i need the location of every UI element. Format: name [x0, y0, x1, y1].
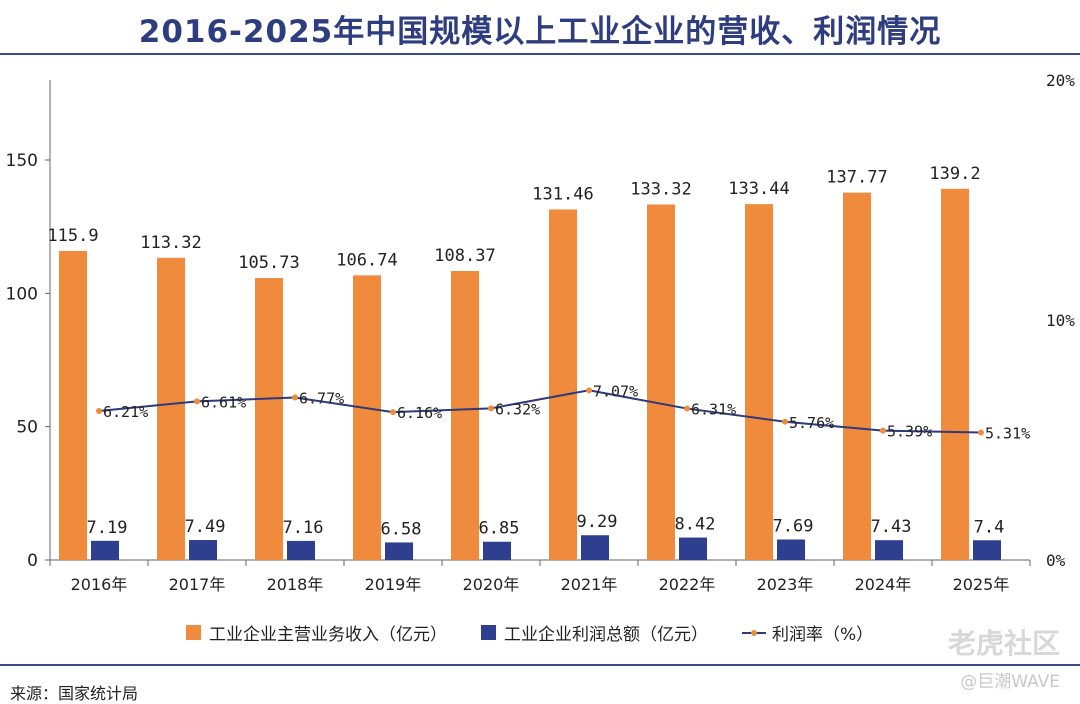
margin-point	[292, 394, 298, 401]
profit-bar	[875, 540, 903, 560]
chart-labels: 115.9 7.19 113.32 7.49 105.73 7.16 106.74 6.58 1…	[47, 164, 1030, 540]
margin-point	[96, 407, 102, 414]
y-left-tick-label: 50	[16, 418, 38, 438]
profit-data-label: 7.16	[283, 518, 324, 538]
margin-point	[978, 429, 984, 436]
source-note: 来源：国家统计局	[10, 684, 139, 703]
margin-data-label: 5.39%	[887, 423, 932, 441]
chart-title: 2016-2025年中国规模以上工业企业的营收、利润情况	[138, 14, 942, 50]
profit-data-label: 9.29	[577, 512, 618, 532]
margin-data-label: 5.31%	[985, 425, 1030, 443]
profit-data-label: 7.4	[974, 517, 1005, 537]
profit-bar	[973, 540, 1001, 560]
margin-data-label: 6.77%	[299, 390, 344, 408]
profit-data-label: 7.19	[87, 518, 128, 538]
revenue-data-label: 133.32	[630, 179, 691, 199]
profit-bar	[189, 540, 217, 560]
profit-data-label: 6.85	[479, 519, 520, 539]
profit-bar	[679, 537, 707, 560]
margin-data-label: 6.31%	[691, 401, 736, 419]
chart-line	[96, 387, 984, 436]
legend-item-profit: 工业企业利润总额（亿元）	[481, 620, 708, 645]
revenue-bar	[843, 192, 871, 560]
revenue-bar	[549, 209, 577, 560]
margin-data-label: 6.32%	[495, 400, 540, 418]
legend-label-profit: 工业企业利润总额（亿元）	[504, 625, 708, 645]
chart-svg: 0 50 100 150 0% 10% 20% 2016年 2017年 2018年 2019年 202…	[6, 71, 1076, 594]
revenue-bar	[451, 271, 479, 560]
margin-point	[586, 387, 592, 394]
legend-label-margin: 利润率（%）	[772, 625, 874, 645]
revenue-data-label: 105.73	[238, 253, 299, 273]
margin-data-label: 6.16%	[397, 404, 442, 422]
revenue-bar	[157, 257, 185, 560]
x-tick-label: 2019年	[365, 575, 422, 594]
y-left-tick-label: 150	[6, 151, 38, 171]
margin-point	[194, 398, 200, 405]
profit-bar	[483, 541, 511, 560]
margin-data-label: 6.61%	[201, 393, 246, 411]
profit-bar	[777, 539, 805, 560]
y-right-tick-label: 10%	[1046, 311, 1075, 330]
revenue-bar	[255, 278, 283, 560]
profit-data-label: 7.43	[871, 517, 912, 537]
legend-item-margin: 利润率（%）	[742, 620, 873, 645]
margin-point	[782, 418, 788, 425]
margin-line	[98, 389, 982, 434]
y-left-tick-label: 0	[27, 551, 38, 571]
profit-bar	[581, 535, 609, 560]
x-tick-label: 2025年	[953, 575, 1010, 594]
revenue-data-label: 139.2	[929, 164, 980, 184]
revenue-bar	[59, 250, 87, 560]
revenue-data-label: 131.46	[532, 184, 593, 204]
legend-swatch-profit	[481, 625, 496, 640]
y-left-tick-label: 100	[6, 284, 38, 304]
profit-bar	[91, 540, 119, 560]
margin-point	[684, 405, 690, 412]
revenue-data-label: 113.32	[140, 233, 201, 253]
watermark-handle: @巨潮WAVE	[960, 672, 1060, 692]
revenue-bar	[353, 275, 381, 560]
x-tick-label: 2018年	[267, 575, 324, 594]
margin-point	[880, 427, 886, 434]
chart-bars	[59, 188, 1001, 561]
profit-data-label: 8.42	[675, 515, 716, 535]
y-right-tick-label: 0%	[1046, 551, 1066, 570]
profit-data-label: 7.69	[773, 516, 814, 536]
x-tick-label: 2021年	[561, 575, 618, 594]
x-tick-label: 2022年	[659, 575, 716, 594]
legend-item-revenue: 工业企业主营业务收入（亿元）	[186, 620, 447, 645]
footer-divider	[0, 664, 1080, 666]
margin-data-label: 6.21%	[103, 403, 148, 421]
y-right-tick-label: 20%	[1046, 71, 1075, 90]
x-tick-label: 2024年	[855, 575, 912, 594]
margin-point	[488, 405, 494, 412]
revenue-data-label: 115.9	[47, 226, 98, 246]
watermark-logo: 老虎社区	[947, 627, 1060, 660]
revenue-data-label: 133.44	[728, 179, 789, 199]
revenue-data-label: 137.77	[826, 168, 887, 188]
margin-data-label: 5.76%	[789, 414, 834, 432]
margin-data-label: 7.07%	[593, 382, 638, 400]
profit-data-label: 7.49	[185, 517, 226, 537]
revenue-data-label: 106.74	[336, 250, 397, 270]
revenue-bar	[745, 204, 773, 560]
x-tick-label: 2017年	[169, 575, 226, 594]
x-tick-label: 2023年	[757, 575, 814, 594]
revenue-bar	[941, 188, 969, 561]
legend-label-revenue: 工业企业主营业务收入（亿元）	[209, 625, 447, 645]
x-tick-label: 2016年	[71, 575, 128, 594]
revenue-data-label: 108.37	[434, 246, 495, 266]
margin-point	[390, 409, 396, 416]
profit-bar	[287, 540, 315, 560]
profit-data-label: 6.58	[381, 519, 422, 539]
legend-swatch-margin	[742, 626, 766, 640]
profit-bar	[385, 542, 413, 560]
legend-swatch-revenue	[186, 625, 201, 640]
x-tick-label: 2020年	[463, 575, 520, 594]
revenue-bar	[647, 204, 675, 561]
title-divider	[0, 53, 1080, 55]
chart-legend: 工业企业主营业务收入（亿元） 工业企业利润总额（亿元） 利润率（%）	[186, 620, 907, 645]
